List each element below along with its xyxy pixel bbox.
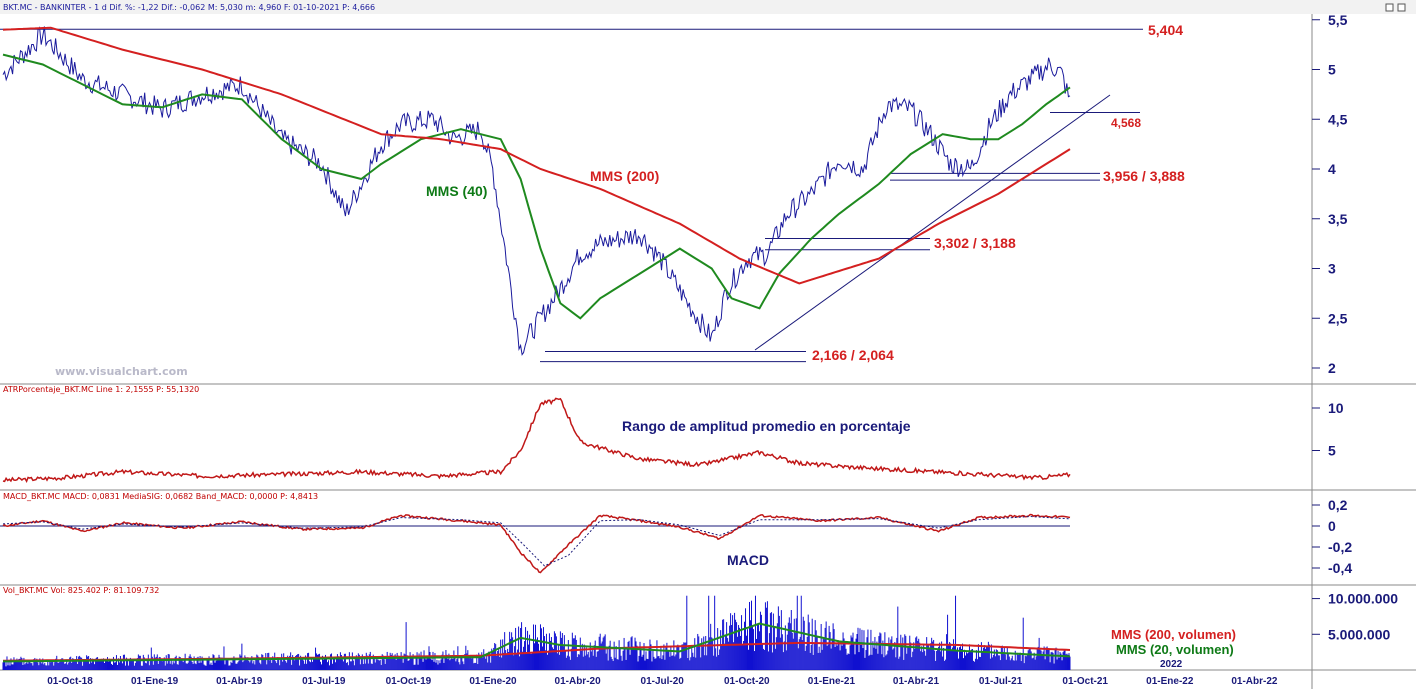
- price-y-tick: 3: [1328, 261, 1336, 277]
- atr-y-tick: 10: [1328, 400, 1344, 416]
- x-date-tick: 01-Jul-19: [302, 676, 346, 687]
- atr-title: Rango de amplitud promedio en porcentaje: [622, 418, 911, 434]
- price-y-tick: 4,5: [1328, 111, 1348, 127]
- support-trendline: [754, 94, 1111, 351]
- price-y-tick: 4: [1328, 161, 1336, 177]
- x-date-tick: 01-Oct-20: [724, 676, 770, 687]
- x-date-tick: 01-Ene-21: [808, 676, 856, 687]
- macd-y-tick: -0,2: [1328, 539, 1352, 555]
- x-date-tick: 01-Jul-21: [979, 676, 1023, 687]
- axis-ticks: 5,5 5 4,5 4 3,5 3 2,5 2 01-Oct-18 01-Ene-19 01-Abr…: [47, 12, 1398, 687]
- price-header-bar: [0, 0, 1416, 14]
- vol-mms20-series: [3, 622, 1071, 663]
- trendline: [754, 94, 1111, 351]
- macd-y-tick: -0,4: [1328, 560, 1352, 576]
- atr-series: [2, 397, 1071, 484]
- x-date-tick: 01-Oct-19: [386, 676, 432, 687]
- x-date-tick: 01-Oct-21: [1062, 676, 1108, 687]
- level-5404-label: 5,404: [1148, 22, 1183, 38]
- price-y-tick: 3,5: [1328, 211, 1348, 227]
- macd-signal-series: [2, 515, 1071, 567]
- atr-y-tick: 5: [1328, 443, 1336, 459]
- atr-header: ATRPorcentaje_BKT.MC Line 1: 2,1555 P: 5…: [3, 385, 199, 394]
- macd-series: [2, 513, 1071, 574]
- level-3302-label: 3,302 / 3,188: [934, 235, 1016, 251]
- x-date-tick: 01-Ene-22: [1146, 676, 1194, 687]
- vol-y-tick: 10.000.000: [1328, 591, 1398, 607]
- watermark: www.visualchart.com: [55, 365, 188, 378]
- macd-title: MACD: [727, 552, 769, 568]
- mms200-label: MMS (200): [590, 168, 659, 184]
- mms200-series: [2, 26, 1071, 285]
- level-2166-label: 2,166 / 2,064: [812, 347, 894, 363]
- vol-mms200-label: MMS (200, volumen): [1111, 627, 1236, 642]
- x-date-tick: 01-Abr-22: [1231, 676, 1278, 687]
- price-y-tick: 2,5: [1328, 310, 1348, 326]
- year-2022-label: 2022: [1160, 659, 1183, 670]
- price-window-buttons[interactable]: [1385, 3, 1406, 12]
- x-date-tick: 01-Abr-21: [893, 676, 940, 687]
- horizontal-levels: [0, 28, 1143, 527]
- x-date-tick: 01-Oct-18: [47, 676, 93, 687]
- price-y-tick: 5,5: [1328, 12, 1348, 28]
- vol-mms20-label: MMS (20, volumen): [1116, 642, 1234, 657]
- x-date-tick: 01-Jul-20: [641, 676, 685, 687]
- vol-y-tick: 5.000.000: [1328, 626, 1390, 642]
- macd-header: MACD_BKT.MC MACD: 0,0831 MediaSIG: 0,068…: [3, 492, 318, 501]
- level-4568-label: 4,568: [1111, 116, 1141, 130]
- price-series: [2, 26, 1071, 356]
- x-date-tick: 01-Abr-19: [216, 676, 263, 687]
- x-date-tick: 01-Abr-20: [555, 676, 602, 687]
- macd-y-tick: 0,2: [1328, 497, 1348, 513]
- macd-y-tick: 0: [1328, 518, 1336, 534]
- price-y-tick: 2: [1328, 360, 1336, 376]
- price-y-tick: 5: [1328, 62, 1336, 78]
- vol-header: Vol_BKT.MC Vol: 825.402 P: 81.109.732: [3, 586, 159, 595]
- mms40-series: [2, 53, 1071, 320]
- mms40-label: MMS (40): [426, 183, 487, 199]
- x-date-tick: 01-Ene-20: [469, 676, 517, 687]
- price-header: BKT.MC - BANKINTER - 1 d Dif. %: -1,22 D…: [3, 3, 375, 12]
- level-3956-label: 3,956 / 3,888: [1103, 168, 1185, 184]
- x-date-tick: 01-Ene-19: [131, 676, 179, 687]
- series-layer: [2, 26, 1071, 670]
